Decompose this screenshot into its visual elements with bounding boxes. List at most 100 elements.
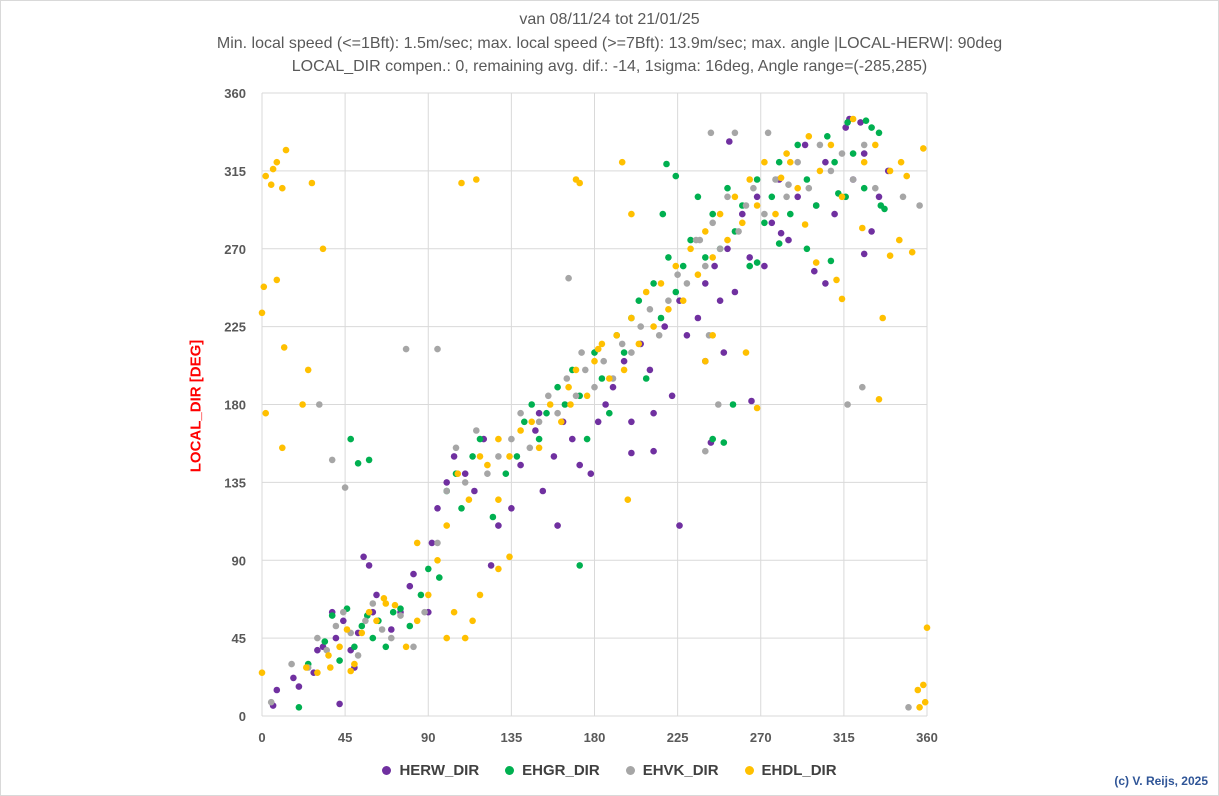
point-ehgr-dir [761, 219, 768, 227]
point-herw-dir [650, 409, 657, 417]
point-ehdl-dir [546, 401, 554, 408]
point-ehvk-dir [731, 129, 739, 137]
point-ehdl-dir [908, 248, 916, 256]
point-ehdl-dir [838, 295, 846, 303]
point-ehgr-dir [365, 456, 373, 464]
point-herw-dir [539, 487, 547, 495]
point-herw-dir [811, 267, 818, 275]
point-herw-dir [739, 210, 746, 218]
legend-marker-ehdl [744, 766, 754, 775]
y-tick-label: 0 [239, 709, 246, 724]
legend-item-herw[interactable]: HERW_DIR [382, 762, 479, 779]
legend-item-ehgr[interactable]: EHGR_DIR [505, 762, 600, 779]
point-ehdl-dir [920, 681, 927, 689]
point-herw-dir [336, 700, 343, 708]
point-ehdl-dir [273, 158, 281, 166]
point-ehgr-dir [650, 280, 657, 287]
point-herw-dir [365, 562, 373, 569]
point-ehgr-dir [620, 349, 628, 356]
point-herw-dir [532, 427, 539, 434]
point-ehdl-dir [583, 392, 591, 400]
point-ehdl-dir [921, 698, 929, 706]
point-ehdl-dir [859, 224, 866, 232]
point-herw-dir [668, 392, 676, 400]
point-ehgr-dir [351, 643, 358, 651]
legend: HERW_DIR EHGR_DIR EHVK_DIR EHDL_DIR [0, 762, 1219, 779]
point-ehvk-dir [816, 141, 824, 149]
point-ehdl-dir [565, 383, 572, 391]
point-ehgr-dir [642, 375, 650, 382]
point-ehdl-dir [576, 179, 583, 187]
point-ehvk-dir [526, 444, 534, 452]
point-herw-dir [273, 686, 281, 694]
point-ehdl-dir [875, 396, 883, 403]
point-ehdl-dir [476, 591, 484, 599]
point-ehgr-dir [369, 634, 377, 642]
point-ehdl-dir [872, 141, 879, 149]
point-ehgr-dir [598, 375, 606, 382]
legend-item-ehvk[interactable]: EHVK_DIR [625, 762, 719, 779]
point-ehdl-dir [454, 470, 462, 478]
point-ehgr-dir [389, 608, 397, 616]
point-ehgr-dir [659, 210, 667, 218]
point-herw-dir [443, 479, 451, 486]
point-ehvk-dir [844, 401, 851, 408]
point-ehgr-dir [657, 314, 665, 322]
point-ehgr-dir [875, 129, 883, 137]
point-ehvk-dir [709, 219, 716, 227]
point-ehdl-dir [343, 626, 351, 633]
point-herw-dir [724, 245, 731, 253]
point-ehdl-dir [358, 629, 366, 637]
point-ehdl-dir [327, 664, 334, 671]
point-herw-dir [360, 553, 367, 561]
grid-lines [261, 92, 928, 717]
point-ehvk-dir [838, 150, 846, 157]
point-ehgr-dir [709, 435, 716, 443]
point-ehdl-dir [506, 453, 513, 460]
point-ehgr-dir [347, 435, 355, 443]
point-ehgr-dir [824, 133, 831, 140]
point-herw-dir [628, 418, 635, 426]
legend-item-ehdl[interactable]: EHDL_DIR [744, 762, 837, 779]
point-ehgr-dir [787, 210, 794, 218]
point-ehvk-dir [323, 646, 331, 654]
point-herw-dir [794, 193, 801, 201]
legend-marker-ehgr [505, 766, 515, 775]
point-ehgr-dir [687, 236, 694, 244]
point-ehvk-dir [443, 487, 451, 495]
point-ehgr-dir [803, 176, 811, 183]
point-ehgr-dir [729, 401, 737, 408]
point-ehdl-dir [262, 409, 270, 417]
point-ehdl-dir [849, 115, 857, 123]
point-ehdl-dir [382, 600, 390, 607]
point-ehgr-dir [702, 254, 709, 261]
legend-label-ehdl: EHDL_DIR [761, 762, 837, 779]
point-ehvk-dir [665, 297, 672, 305]
point-ehgr-dir [635, 297, 643, 305]
point-ehvk-dir [716, 245, 724, 253]
point-ehdl-dir [528, 418, 535, 426]
point-ehdl-dir [308, 179, 316, 187]
point-herw-dir [726, 138, 733, 145]
point-ehgr-dir [881, 205, 888, 213]
point-herw-dir [748, 397, 755, 405]
point-herw-dir [650, 447, 657, 455]
point-ehdl-dir [336, 643, 343, 651]
point-herw-dir [340, 617, 347, 625]
point-herw-dir [495, 522, 502, 529]
point-herw-dir [471, 487, 478, 495]
point-herw-dir [801, 141, 809, 149]
point-ehvk-dir [785, 181, 792, 188]
point-ehvk-dir [827, 167, 835, 175]
point-ehvk-dir [410, 643, 417, 651]
point-ehvk-dir [794, 158, 801, 166]
point-ehdl-dir [620, 366, 628, 374]
point-ehdl-dir [279, 444, 286, 452]
point-ehgr-dir [458, 505, 465, 512]
point-ehgr-dir [803, 245, 811, 253]
point-ehgr-dir [382, 643, 390, 651]
point-ehgr-dir [328, 612, 336, 619]
point-herw-dir [683, 332, 691, 339]
point-ehvk-dir [618, 340, 626, 348]
point-ehdl-dir [916, 704, 923, 711]
